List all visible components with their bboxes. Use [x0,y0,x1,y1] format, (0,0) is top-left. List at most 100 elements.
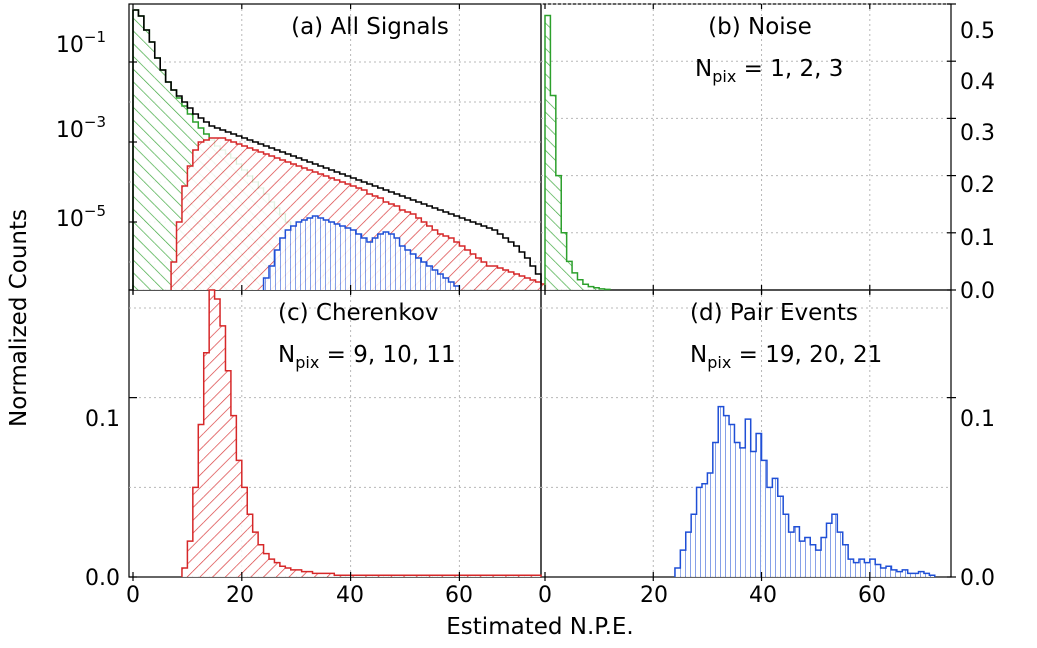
panel-d-bar-0-9 [723,415,730,577]
panel-b-bar-0-0 [545,15,551,290]
panel-c-bar-0-30 [345,575,351,577]
panel-b-bar-0-5 [572,272,578,290]
y-axis-label: Normalized Counts [6,209,32,427]
panel-c-bar-0-4 [203,352,210,577]
panel-c-bar-0-25 [317,573,324,577]
panel-c-bar-0-44 [421,575,427,577]
panel-a-bar-1-46 [421,222,427,290]
panel-c-bar-0-37 [383,575,389,577]
panel-d-bar-0-8 [718,406,724,577]
panel-a-bar-2-15 [345,228,351,290]
panel-d-bar-0-16 [761,460,767,577]
panel-c-bar-0-53 [470,575,476,577]
panel-d-bar-0-43 [907,573,914,577]
panel-c-bar-0-59 [502,575,509,577]
panel-c-bar-0-55 [481,575,487,577]
panel-c-bar-0-34 [366,575,373,577]
tick-label-c-y-0: 0.1 [85,407,120,432]
panel-c-bar-0-5 [209,290,215,577]
panel-d-bar-0-33 [853,562,859,577]
panel-a-bar-2-26 [405,250,411,290]
panel-c-bar-0-43 [415,575,422,577]
panel-c-subtitle: Npix = 9, 10, 11 [278,342,456,372]
panel-d-bar-0-36 [869,559,876,577]
panel-a-outline-3 [132,9,542,290]
panel-d-bar-0-44 [913,573,919,577]
panel-a-bar-2-32 [437,274,444,290]
panel-c-bar-0-19 [285,568,291,577]
panel-a-bar-0-7 [171,90,177,290]
panel-a-bar-2-12 [328,222,335,290]
tick-label-b-y-0: 0.5 [960,19,995,44]
panel-d-bar-0-27 [821,537,827,577]
panel-a-bar-1-19 [274,158,280,290]
panel-c-bar-0-39 [394,575,400,577]
panel-a-bar-1-6 [203,140,210,290]
panel-c-bar-0-52 [464,575,471,577]
panel-b-frame [540,3,952,291]
panel-a-bar-1-13 [241,146,248,290]
panel-c-series-0 [181,289,542,577]
panel-d-bar-0-3 [691,514,697,577]
panel-d-bar-0-35 [864,562,870,577]
panel-c-bar-0-14 [258,544,264,577]
panel-c-bar-0-2 [192,487,199,577]
panel-a-bar-2-35 [453,286,460,290]
panel-d-bar-0-6 [707,472,713,577]
tick-label-d-y-1: 0.0 [960,566,995,591]
panel-c-bar-0-3 [198,424,204,577]
panel-a-bar-1-12 [236,144,242,290]
panel-a-bar-1-65 [524,278,531,290]
panel-a-bar-0-5 [160,70,166,290]
panel-a-bar-2-9 [312,216,318,290]
panel-a-bar-1-57 [481,262,487,290]
panel-a-bar-2-21 [377,234,384,290]
panel-a-bar-1-48 [432,230,438,290]
panel-c-bar-0-9 [230,415,237,577]
panel-a-bar-1-16 [258,152,264,290]
panel-c-bar-0-38 [388,575,395,577]
panel-c-bar-0-13 [252,532,259,577]
panel-a-bar-2-8 [307,218,313,290]
panel-d-bar-0-4 [696,487,702,577]
panel-c-plot [129,289,542,581]
panel-d-bar-0-45 [918,571,924,577]
tick-label-c-x-1: 20 [226,583,254,608]
panel-a-bar-2-22 [383,232,389,290]
panel-a-bar-1-52 [453,242,460,290]
panel-a-bar-2-33 [443,278,449,290]
panel-a-bar-0-4 [154,58,161,290]
panel-b-bar-0-2 [555,175,562,290]
panel-a-bar-1-5 [198,142,204,290]
tick-label-b-y-1: 0.4 [960,70,995,95]
panel-c-bar-0-46 [432,575,438,577]
panel-a-bar-0-6 [165,82,172,290]
panel-c-bar-0-8 [225,370,231,577]
panel-c-bar-0-47 [437,575,444,577]
panel-a-bar-2-24 [394,238,400,290]
panel-a-bar-1-58 [486,266,493,290]
tick-label-c-x-3: 60 [445,583,473,608]
panel-a-bar-0-3 [149,42,155,290]
panel-a-bar-2-6 [296,222,302,290]
panel-a-bar-1-11 [230,142,237,290]
panel-a-bar-1-0 [171,262,177,290]
panel-c-title: (c) Cherenkov [278,300,439,326]
panel-d-bar-0-18 [772,478,778,577]
panel-d-bar-0-1 [680,550,686,577]
panel-a-title: (a) All Signals [291,14,449,40]
panel-c-bar-0-64 [530,575,536,577]
panel-c-bar-0-41 [405,575,411,577]
panel-c-bar-0-17 [274,562,280,577]
panel-a-bar-2-14 [339,226,346,290]
panel-d-bar-0-21 [788,532,795,577]
panel-a-bar-1-51 [448,238,454,290]
panel-d-bar-0-40 [891,569,897,577]
panel-d-bar-0-30 [837,532,843,577]
panel-a-bar-2-5 [290,226,297,290]
tick-label-d-y-0: 0.1 [960,407,995,432]
panel-c-bar-0-29 [339,575,346,577]
panel-a-bar-0-0 [133,10,139,290]
panel-d-subtitle: Npix = 19, 20, 21 [690,342,882,372]
